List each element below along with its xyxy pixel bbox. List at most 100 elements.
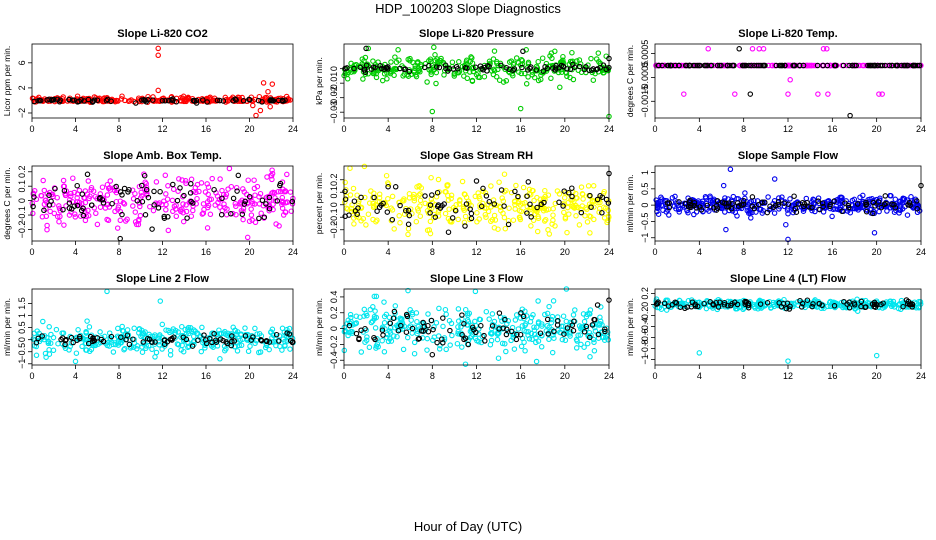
data-point — [170, 181, 176, 188]
data-point — [196, 188, 202, 195]
data-point — [735, 203, 742, 209]
x-tick-label: 0 — [29, 247, 34, 257]
data-point — [597, 193, 603, 199]
points-group — [30, 288, 296, 365]
data-point — [162, 172, 169, 179]
data-point — [704, 202, 711, 209]
data-point — [583, 323, 590, 330]
data-point — [468, 202, 474, 209]
data-point — [837, 200, 843, 207]
data-point — [180, 209, 186, 216]
data-point — [159, 346, 165, 352]
data-point — [397, 202, 403, 209]
data-point — [724, 204, 730, 210]
data-point — [46, 202, 53, 208]
data-point — [389, 216, 396, 223]
x-tick-label: 24 — [604, 247, 614, 257]
data-point — [819, 200, 826, 206]
data-point — [430, 326, 436, 333]
data-point — [197, 333, 204, 339]
data-point — [180, 193, 186, 200]
data-point — [595, 50, 602, 56]
data-point — [517, 331, 524, 338]
data-point — [599, 210, 605, 216]
data-point — [871, 62, 878, 69]
data-point — [755, 302, 761, 309]
data-point — [533, 358, 540, 365]
x-tick-label: 4 — [386, 247, 391, 257]
data-point — [344, 76, 351, 82]
data-point — [499, 340, 506, 347]
data-point — [587, 311, 593, 317]
data-point — [773, 62, 780, 69]
data-point — [211, 331, 217, 337]
data-point — [391, 72, 397, 79]
data-point — [726, 204, 732, 210]
data-point — [456, 201, 463, 207]
data-point — [764, 209, 771, 216]
data-point-outlier — [462, 361, 469, 367]
data-point — [824, 198, 831, 205]
data-point — [531, 324, 537, 330]
data-point-outlier — [269, 81, 276, 87]
data-point — [554, 188, 561, 194]
data-point — [722, 209, 728, 215]
x-tick-label: 24 — [604, 371, 614, 381]
data-point — [441, 201, 447, 207]
data-point — [758, 62, 764, 69]
data-point — [548, 316, 555, 323]
data-point — [222, 347, 228, 354]
data-point — [548, 75, 554, 82]
data-point — [594, 302, 601, 308]
y-tick-label: −0.02 — [329, 86, 339, 109]
data-point — [428, 317, 435, 324]
data-point — [570, 312, 577, 318]
x-tick-label: 20 — [560, 247, 570, 257]
data-point — [111, 98, 118, 104]
data-point — [915, 203, 921, 209]
data-point — [184, 215, 190, 221]
data-point — [67, 343, 73, 350]
data-point — [137, 203, 143, 210]
data-point — [252, 219, 259, 226]
data-point — [534, 228, 541, 235]
data-point — [175, 329, 181, 335]
data-point — [118, 334, 124, 340]
data-point — [465, 341, 472, 348]
y-tick-label: −1 — [640, 354, 650, 364]
data-point-outlier — [723, 226, 729, 233]
data-point — [422, 193, 428, 199]
x-tick-label: 8 — [741, 247, 746, 257]
data-point — [383, 172, 390, 179]
data-point — [139, 349, 146, 355]
data-point — [570, 204, 577, 211]
data-point — [141, 172, 148, 179]
data-point — [167, 347, 174, 354]
data-point — [208, 196, 215, 202]
data-point — [542, 187, 548, 194]
data-point — [570, 61, 576, 68]
data-point — [353, 213, 360, 220]
data-point — [169, 197, 176, 204]
panel-5: Slope Gas Stream RH percent per min. 0 4 8 12… — [314, 150, 614, 257]
data-point — [256, 330, 263, 337]
data-point — [214, 97, 221, 104]
y-tick-label: −0.5 — [17, 343, 27, 361]
data-point — [140, 330, 147, 336]
panel-6: Slope Sample Flow ml/min per min. 0 4 8 12 16 2… — [625, 150, 926, 257]
data-point — [677, 206, 683, 212]
data-point — [366, 200, 373, 206]
data-point — [846, 204, 852, 211]
data-point — [180, 201, 186, 207]
data-point — [78, 97, 84, 103]
data-point — [33, 343, 40, 350]
data-point — [875, 199, 882, 205]
data-point — [433, 320, 440, 326]
data-point — [373, 293, 380, 300]
data-point — [231, 338, 238, 344]
y-axis-label: ml/min per min. — [625, 298, 635, 356]
data-point — [820, 62, 826, 69]
data-point — [433, 80, 439, 87]
data-point — [749, 194, 756, 200]
data-point — [872, 304, 879, 310]
